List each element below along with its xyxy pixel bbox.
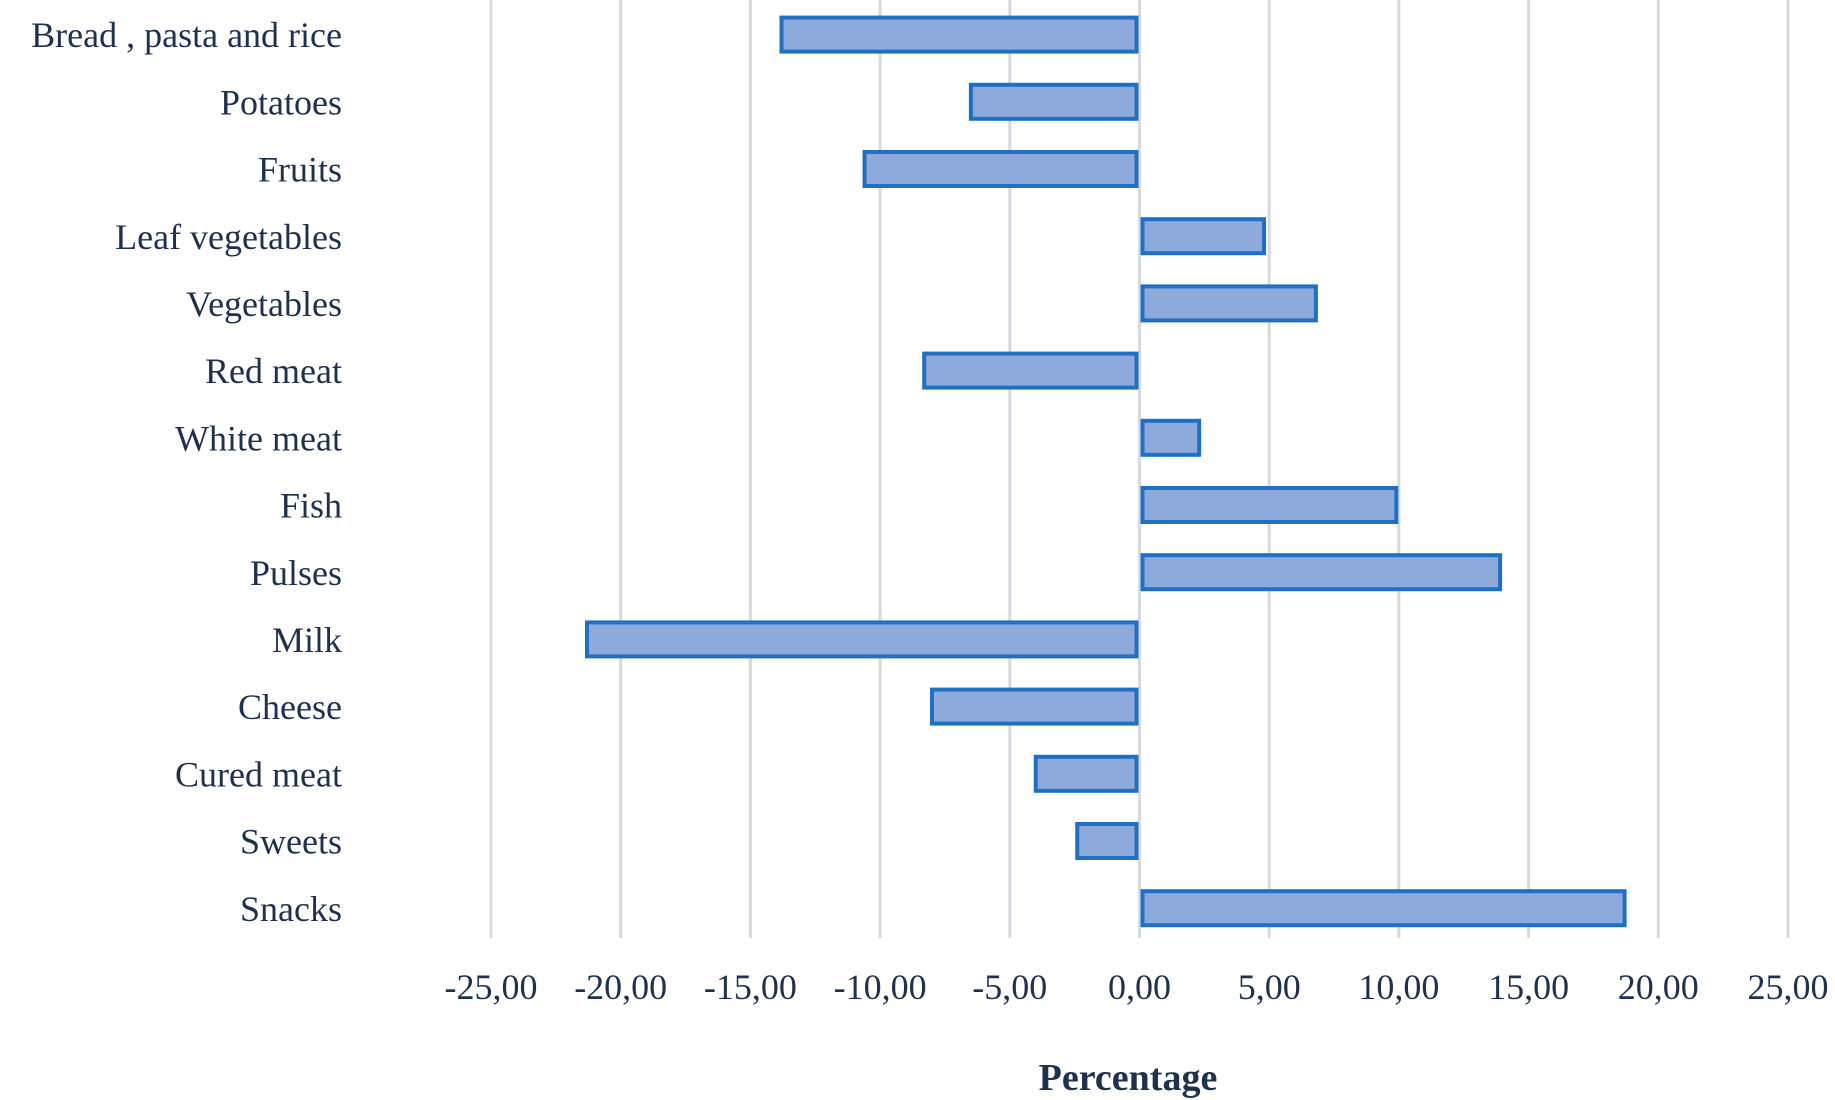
category-label: Cheese [238, 687, 342, 727]
category-label: Fish [280, 486, 342, 526]
bars-layer [584, 15, 1627, 928]
x-tick-label: -5,00 [972, 967, 1047, 1007]
category-label: Pulses [250, 553, 342, 593]
x-tick-label: -15,00 [704, 967, 797, 1007]
category-label: Fruits [258, 150, 342, 190]
bar [1140, 889, 1627, 928]
bar [929, 687, 1139, 726]
x-tick-labels: -25,00 -20,00 -15,00 -10,00 -5,00 0,00 5,00 10,… [445, 967, 1829, 1007]
category-label: White meat [175, 418, 342, 458]
bar [1140, 553, 1503, 592]
bar [922, 351, 1139, 390]
bar [1140, 284, 1318, 323]
category-label: Snacks [240, 889, 342, 929]
bar [968, 82, 1139, 121]
category-labels: Bread , pasta and rice Potatoes Fruits Leaf… [31, 15, 342, 929]
bar [1140, 217, 1267, 256]
x-tick-label: 10,00 [1358, 967, 1439, 1007]
category-label: Cured meat [175, 754, 342, 794]
x-tick-label: -25,00 [445, 967, 538, 1007]
x-tick-label: -10,00 [834, 967, 927, 1007]
x-tick-label: 15,00 [1488, 967, 1569, 1007]
x-axis-title: Percentage [1039, 1057, 1218, 1099]
category-label: Leaf vegetables [115, 217, 342, 257]
bar [1075, 822, 1139, 860]
bar [1140, 418, 1202, 457]
bar [584, 620, 1139, 659]
category-label: Potatoes [220, 82, 342, 122]
x-tick-label: 5,00 [1238, 967, 1301, 1007]
x-tick-label: 25,00 [1748, 967, 1829, 1007]
bar [1033, 754, 1139, 793]
bar [1140, 486, 1399, 524]
x-tick-label: -20,00 [574, 967, 667, 1007]
x-tick-label: 20,00 [1618, 967, 1699, 1007]
category-label: Red meat [205, 351, 342, 391]
bar [862, 150, 1139, 188]
x-tick-label: 0,00 [1108, 967, 1171, 1007]
grid-layer [489, 0, 1790, 938]
category-label: Milk [272, 620, 342, 660]
category-label: Vegetables [186, 284, 342, 324]
category-label: Bread , pasta and rice [31, 15, 342, 55]
bar [779, 15, 1139, 54]
category-label: Sweets [240, 822, 342, 862]
